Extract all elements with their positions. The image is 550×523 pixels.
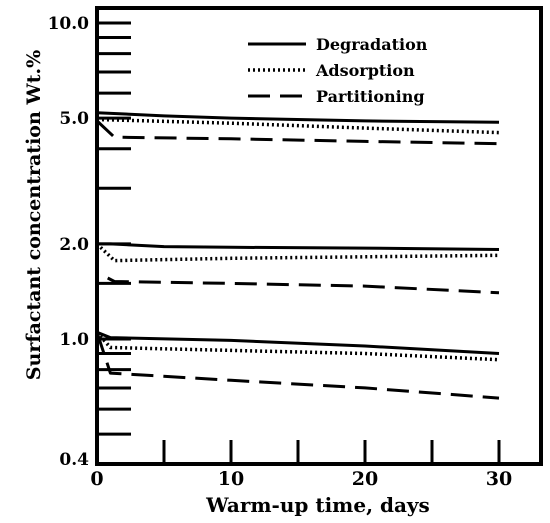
x-tick-label: 10 [218,468,244,490]
series-2.0-dashed [107,276,500,295]
series-layer [95,111,500,400]
y-axis-label: Surfactant concentration Wt.% [23,50,45,380]
series-1.0-dashed [95,331,500,400]
legend-label: Adsorption [315,61,415,80]
x-tick-label: 0 [90,468,103,490]
series-1.0-solid [96,330,500,355]
series-2.0-solid [97,242,500,251]
legend-label: Partitioning [316,87,425,106]
series-5.0-dotted [96,117,500,135]
y-tick-label: 0.4 [59,450,89,470]
x-axis-label: Warm-up time, days [205,493,430,517]
ticks: 0.4 1.0 2.0 5.0 10.0 0 10 20 30 [48,14,513,490]
series-2.0-dotted [95,242,500,263]
y-tick-label: 1.0 [59,330,89,350]
plot-frame [95,6,543,466]
legend-label: Degradation [316,35,428,54]
y-tick-label: 5.0 [59,109,89,129]
x-tick-label: 20 [352,468,378,490]
series-1.0-dotted [95,331,500,362]
legend: Degradation Adsorption Partitioning [248,35,428,106]
axes [95,6,543,466]
y-tick-label: 2.0 [59,235,89,255]
y-tick-label: 10.0 [48,14,90,34]
series-5.0-solid [96,111,500,124]
x-tick-label: 30 [486,468,512,490]
series-5.0-dashed [95,119,500,146]
